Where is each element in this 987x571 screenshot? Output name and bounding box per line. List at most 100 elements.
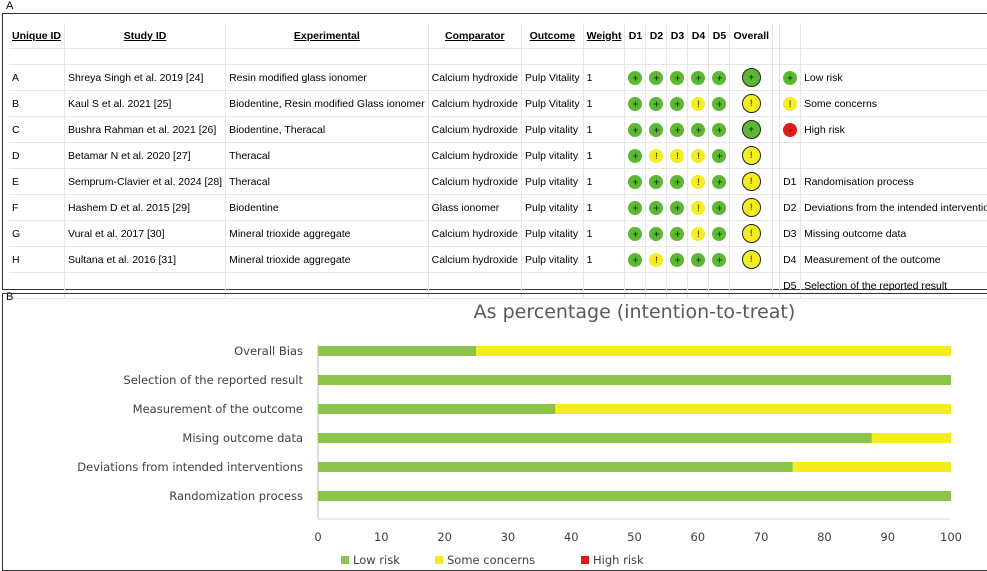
cell-outcome: Pulp vitality: [521, 116, 584, 143]
cell-d4: !: [687, 194, 710, 221]
cell-d3: +: [666, 90, 689, 117]
cell-weight: 1: [583, 142, 626, 169]
risk-some-icon: !: [691, 226, 706, 241]
risk-of-bias-table-panel: Unique ID Study ID Experimental Comparat…: [2, 13, 987, 299]
cell-weight: 1: [583, 220, 626, 247]
header-d2: D2: [645, 23, 668, 49]
header-comparator: Comparator: [428, 23, 522, 49]
cell-experimental: Mineral trioxide aggregate: [225, 220, 429, 247]
cell-uid: [9, 272, 65, 299]
cell-study: Bushra Rahman et al. 2021 [26]: [64, 116, 227, 143]
category-label: Mising outcome data: [182, 431, 303, 445]
cell-experimental: Biodentine, Theracal: [225, 116, 429, 143]
header-d1: D1: [624, 23, 647, 49]
cell-outcome: Pulp Vitality: [521, 64, 584, 91]
bar-low-risk: [318, 404, 556, 414]
table-spacer-row: [9, 48, 987, 65]
cell-experimental: Mineral trioxide aggregate: [225, 246, 429, 273]
table-row: D5 Selection of the reported result: [9, 272, 987, 299]
bias-percentage-chart: As percentage (intention-to-treat) Overal…: [77, 301, 962, 567]
cell-d3: +: [666, 168, 689, 195]
cell-d5: [708, 272, 731, 299]
cell-study: Kaul S et al. 2021 [25]: [64, 90, 227, 117]
header-overall: Overall: [729, 23, 774, 49]
cell-d1: +: [624, 246, 647, 273]
cell-d4: !: [687, 142, 710, 169]
legend-swatch: [341, 556, 349, 564]
cell-d1: +: [624, 220, 647, 247]
cell-comparator: [428, 272, 522, 299]
x-tick-label: 10: [374, 530, 389, 544]
table-row: B Kaul S et al. 2021 [25] Biodentine, Resi…: [9, 90, 987, 117]
risk-low-icon: +: [628, 96, 643, 111]
gap-cell: [772, 272, 781, 299]
risk-some-icon: !: [691, 200, 706, 215]
gap-cell: [772, 64, 781, 91]
cell-d4: +: [687, 116, 710, 143]
x-tick-label: 60: [690, 530, 705, 544]
legend-text-cell: Missing outcome data: [800, 220, 987, 247]
cell-overall: [729, 272, 774, 299]
legend-text-cell: Measurement of the outcome: [800, 246, 987, 273]
cell-weight: 1: [583, 194, 626, 221]
overall-risk-some-icon: !: [741, 224, 761, 243]
category-label: Deviations from intended interventions: [77, 460, 303, 474]
risk-low-icon: +: [712, 200, 727, 215]
risk-low-icon: +: [691, 252, 706, 267]
gap-cell: [772, 220, 781, 247]
cell-study: Sultana et al. 2016 [31]: [64, 246, 227, 273]
risk-low-icon: +: [712, 226, 727, 241]
legend-key-cell: D5: [779, 272, 802, 299]
overall-risk-some-icon: !: [741, 146, 761, 165]
cell-outcome: Pulp vitality: [521, 246, 584, 273]
bar-low-risk: [318, 346, 477, 356]
cell-weight: 1: [583, 64, 626, 91]
cell-weight: 1: [583, 168, 626, 195]
risk-low-icon: +: [649, 70, 664, 85]
overall-risk-low-icon: +: [741, 120, 761, 139]
panel-a-label: A: [6, 0, 14, 12]
legend-swatch: [435, 556, 443, 564]
cell-d5: +: [708, 116, 731, 143]
cell-study: Vural et al. 2017 [30]: [64, 220, 227, 247]
cell-comparator: Calcium hydroxide: [428, 220, 522, 247]
cell-d5: +: [708, 168, 731, 195]
cell-d5: +: [708, 64, 731, 91]
cell-weight: 1: [583, 90, 626, 117]
category-label: Selection of the reported result: [123, 373, 303, 387]
risk-low-icon: +: [649, 122, 664, 137]
risk-low-icon: +: [670, 200, 685, 215]
cell-outcome: Pulp vitality: [521, 194, 584, 221]
cell-d4: +: [687, 246, 710, 273]
cell-comparator: Calcium hydroxide: [428, 246, 522, 273]
header-outcome: Outcome: [521, 23, 584, 49]
header-d5: D5: [708, 23, 731, 49]
cell-overall: !: [729, 246, 774, 273]
cell-d1: +: [624, 90, 647, 117]
overall-risk-some-icon: !: [741, 198, 761, 217]
bar-low-risk: [318, 491, 951, 501]
risk-some-icon: !: [649, 148, 664, 163]
risk-low-icon: +: [670, 174, 685, 189]
table-row: H Sultana et al. 2016 [31] Mineral trioxid…: [9, 246, 987, 273]
gap-cell: [772, 23, 781, 49]
cell-d3: !: [666, 142, 689, 169]
risk-low-icon: +: [712, 174, 727, 189]
risk-low-icon: +: [670, 252, 685, 267]
cell-overall: !: [729, 168, 774, 195]
gap-cell: [772, 246, 781, 273]
bar-some-concerns: [792, 462, 951, 472]
risk-some-icon: !: [649, 252, 664, 267]
cell-d3: [666, 272, 689, 299]
risk-low-icon: +: [628, 122, 643, 137]
overall-risk-some-icon: !: [741, 250, 761, 269]
legend-key-cell: D1: [779, 168, 802, 195]
x-tick-label: 40: [564, 530, 579, 544]
cell-experimental: Theracal: [225, 142, 429, 169]
cell-weight: [583, 272, 626, 299]
overall-risk-some-icon: !: [741, 172, 761, 191]
legend-some-icon: !: [783, 96, 798, 111]
legend-key-cell: !: [779, 90, 802, 117]
cell-d4: !: [687, 90, 710, 117]
overall-risk-some-icon: !: [741, 94, 761, 113]
